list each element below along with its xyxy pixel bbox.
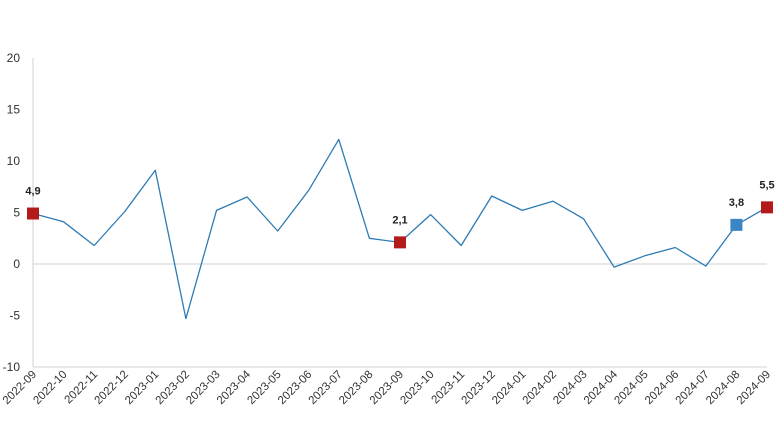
y-tick-label: -5 <box>9 309 20 323</box>
y-tick-label: 20 <box>7 51 21 65</box>
y-tick-label: 15 <box>7 103 21 117</box>
y-tick-label: -10 <box>3 360 21 374</box>
data-label: 2,1 <box>392 214 407 226</box>
y-tick-label: 5 <box>13 206 20 220</box>
highlight-marker <box>394 236 406 249</box>
y-tick-label: 10 <box>7 154 21 168</box>
x-tick-label: 2024-09 <box>735 369 773 407</box>
highlight-marker <box>761 201 773 214</box>
x-tick-label: 2023-10 <box>398 369 436 407</box>
highlight-marker <box>730 218 743 231</box>
series-line <box>32 138 768 320</box>
data-label: 3,8 <box>729 197 744 209</box>
x-tick-label: 2022-10 <box>31 369 69 407</box>
y-tick-label: 0 <box>13 257 20 271</box>
highlight-marker <box>27 207 39 220</box>
data-label: 4,9 <box>25 186 40 198</box>
data-label: 5,5 <box>759 179 774 191</box>
